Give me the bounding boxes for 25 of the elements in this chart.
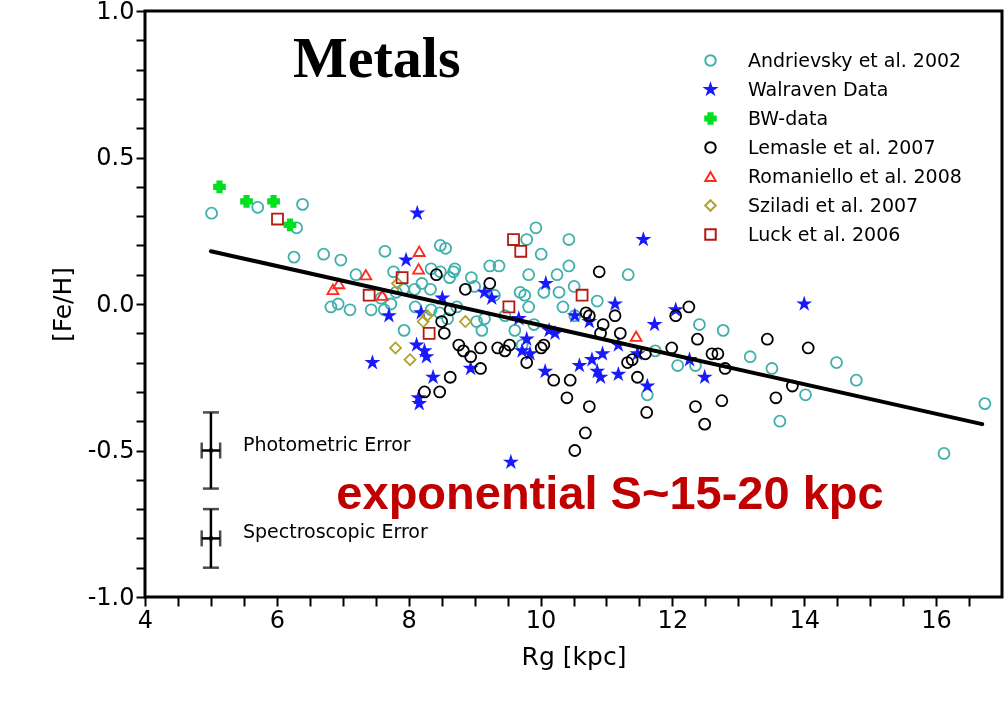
- x-tick-label: 10: [525, 605, 557, 634]
- x-tick-label: 4: [137, 605, 154, 634]
- x-axis-title: Rg [kpc]: [521, 641, 627, 671]
- y-tick-label: 1.0: [96, 0, 135, 25]
- y-tick-label: -0.5: [87, 436, 135, 464]
- y-tick-label: 0.0: [96, 289, 135, 318]
- legend-label: Romaniello et al. 2008: [748, 164, 962, 187]
- series-label: Spectroscopic Error: [242, 520, 428, 543]
- chart-title: Metals: [293, 25, 461, 90]
- legend-label: Lemasle et al. 2007: [748, 135, 936, 158]
- legend-label: Sziladi et al. 2007: [748, 193, 919, 216]
- y-tick-label: 0.5: [96, 143, 135, 171]
- annotation: exponential S~15-20 kpc: [336, 466, 884, 519]
- legend-label: Luck et al. 2006: [748, 222, 901, 245]
- x-tick-label: 6: [269, 605, 285, 634]
- x-tick-label: 12: [657, 605, 689, 634]
- legend-label: Walraven Data: [748, 77, 889, 100]
- x-tick-label: 8: [401, 605, 417, 634]
- x-tick-label: 14: [789, 605, 820, 634]
- legend-label: BW-data: [748, 106, 829, 129]
- legend-label: Andrievsky et al. 2002: [748, 48, 962, 71]
- y-tick-label: -1.0: [87, 582, 135, 611]
- x-tick-label: 16: [921, 605, 952, 634]
- y-axis-title: [Fe/H]: [47, 266, 77, 343]
- series-label: Photometric Error: [242, 432, 411, 455]
